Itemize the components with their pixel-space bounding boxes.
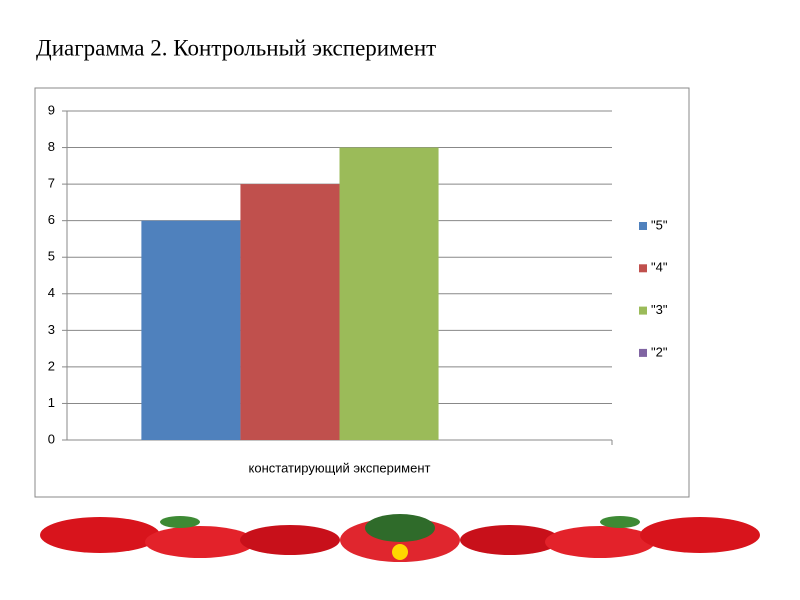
y-tick-label: 2 [48, 358, 55, 373]
chart-title: Диаграмма 2. Контрольный эксперимент [36, 35, 436, 60]
bar [240, 184, 340, 440]
bar [339, 147, 439, 441]
legend-label: "3" [651, 302, 668, 317]
y-tick-label: 1 [48, 395, 55, 410]
y-tick-label: 5 [48, 249, 55, 264]
y-tick-label: 3 [48, 322, 55, 337]
legend-label: "4" [651, 260, 668, 275]
y-tick-label: 6 [48, 212, 55, 227]
legend-label: "5" [651, 217, 668, 232]
y-tick-label: 8 [48, 139, 55, 154]
bar [141, 220, 241, 440]
y-tick-label: 9 [48, 102, 55, 117]
y-tick-label: 0 [48, 431, 55, 446]
legend-swatch [639, 306, 647, 315]
y-tick-label: 4 [48, 285, 55, 300]
legend-swatch [639, 222, 647, 230]
garland [40, 514, 760, 562]
legend-label: "2" [651, 344, 668, 359]
legend-swatch [639, 348, 647, 357]
legend-swatch [639, 264, 647, 273]
y-tick-label: 7 [48, 176, 55, 191]
x-tick-label: констатирующий эксперимент [249, 460, 431, 475]
